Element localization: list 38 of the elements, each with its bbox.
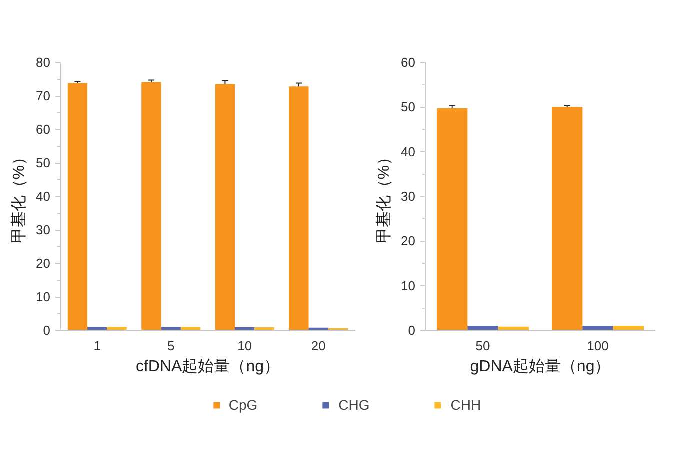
bar — [215, 84, 236, 330]
x-tick-label: 50 — [476, 338, 490, 354]
x-axis-title: gDNA起始量（ng） — [470, 358, 611, 376]
y-axis-title: 甲基化（%） — [10, 149, 28, 244]
x-axis-title: cfDNA起始量（ng） — [136, 358, 280, 376]
y-axis-title: 甲基化（%） — [375, 149, 394, 244]
bar — [107, 327, 127, 330]
legend-label: CHH — [450, 397, 482, 413]
x-tick-label: 100 — [587, 338, 609, 354]
y-tick-label: 70 — [36, 88, 51, 104]
y-tick-label: 50 — [401, 100, 416, 115]
y-tick-label: 60 — [401, 55, 416, 70]
y-tick-label: 20 — [401, 234, 416, 249]
legend-label: CpG — [228, 397, 258, 413]
x-tick-label: 10 — [238, 338, 252, 354]
bar — [552, 107, 583, 330]
y-tick-label: 20 — [36, 256, 51, 271]
y-tick-label: 40 — [401, 144, 416, 160]
legend-label: CHG — [338, 397, 370, 413]
bar — [437, 108, 468, 330]
y-tick-label: 10 — [401, 278, 416, 294]
x-tick-label: 20 — [311, 338, 326, 354]
y-tick-label: 80 — [36, 55, 51, 70]
y-tick-label: 40 — [36, 189, 51, 204]
y-tick-label: 30 — [401, 189, 416, 204]
bar — [289, 86, 309, 330]
y-tick-label: 0 — [43, 323, 51, 338]
y-tick-label: 60 — [36, 122, 51, 137]
y-tick-label: 10 — [36, 290, 51, 304]
x-tick-label: 5 — [168, 338, 175, 354]
y-tick-label: 30 — [36, 222, 51, 238]
x-tick-label: 1 — [94, 338, 101, 354]
bar — [68, 83, 88, 330]
bar — [582, 326, 614, 330]
y-tick-label: 0 — [408, 323, 416, 338]
bar — [468, 326, 498, 330]
y-tick-label: 50 — [36, 156, 51, 170]
bar — [142, 82, 162, 330]
